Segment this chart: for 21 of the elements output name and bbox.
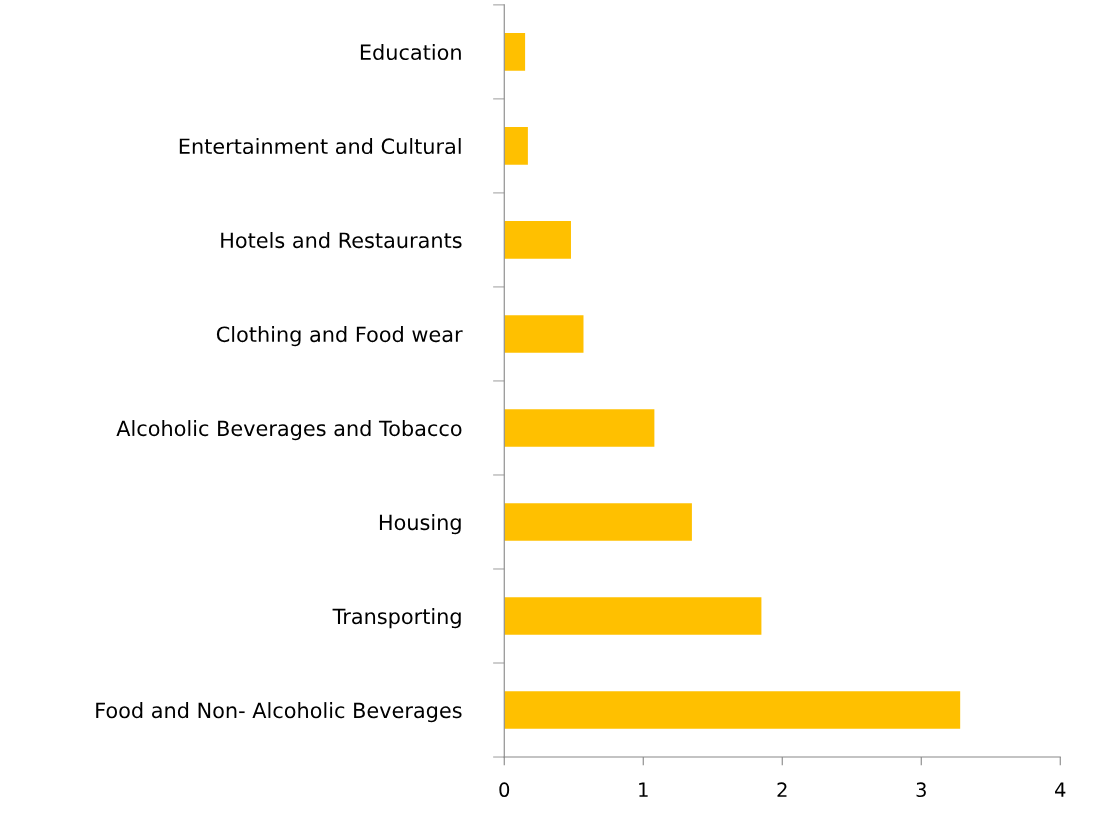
x-tick-label: 0	[499, 782, 510, 798]
y-tick-label: Transporting	[332, 608, 461, 629]
bar	[504, 409, 655, 447]
bar	[504, 597, 762, 635]
x-tick-label: 2	[777, 782, 787, 797]
bar	[504, 221, 571, 259]
bar	[504, 315, 584, 353]
y-tick-label: Housing	[379, 514, 461, 535]
y-tick-label: Hotels and Restaurants	[221, 232, 462, 249]
y-tick-label: Food and Non- Alcoholic Beverages	[96, 702, 462, 723]
bar	[504, 33, 526, 71]
y-tick-label: Entertainment and Cultural	[179, 137, 461, 155]
y-tick-label: Education	[360, 43, 461, 61]
x-tick-label: 4	[1055, 782, 1066, 797]
bar	[504, 691, 961, 729]
bar	[504, 127, 528, 165]
bar	[504, 503, 692, 541]
x-tick-label: 1	[639, 782, 648, 797]
y-tick-label: Clothing and Food wear	[216, 326, 463, 347]
x-tick-label: 3	[916, 782, 926, 798]
y-tick-label: Alcoholic Beverages and Tobacco	[116, 420, 462, 441]
